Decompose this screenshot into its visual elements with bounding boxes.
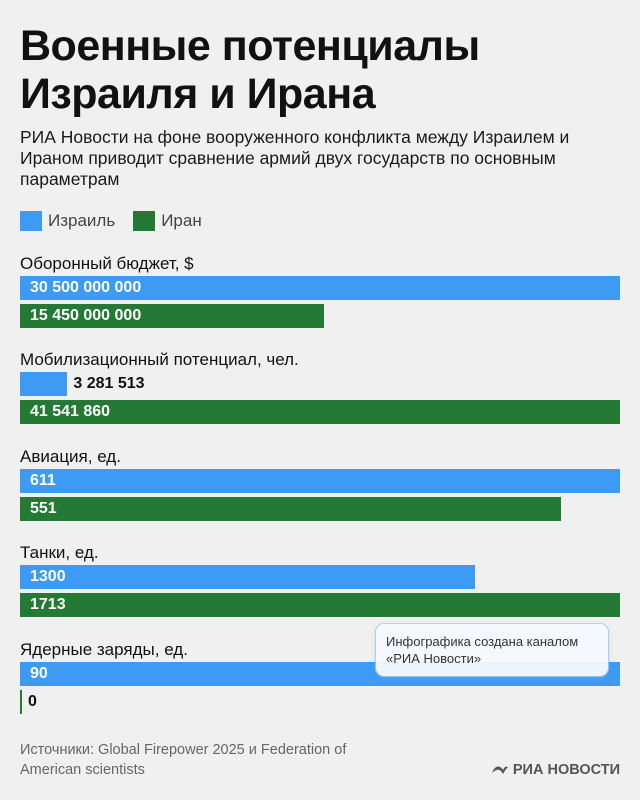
bar-value-label: 3 281 513: [73, 375, 145, 392]
bar-iran: [20, 593, 620, 617]
channel-tooltip[interactable]: Инфографика создана каналом «РИА Новости…: [376, 624, 608, 676]
legend-swatch-israel: [20, 211, 42, 231]
ria-novosti-logo: РИА НОВОСТИ: [491, 760, 620, 780]
legend-swatch-iran: [133, 211, 156, 231]
bar-value-label: 1300: [30, 568, 66, 585]
bar-value-label: 41 541 860: [30, 403, 111, 420]
ria-logo-icon: [491, 766, 508, 774]
brand-name: РИА НОВОСТИ: [512, 762, 620, 778]
bar-israel: [20, 276, 620, 300]
legend: Израиль Иран: [20, 210, 220, 232]
bar-iran: [20, 690, 22, 714]
group-label: Мобилизационный потенциал, чел.: [20, 350, 299, 369]
group-label: Оборонный бюджет, $: [20, 254, 194, 273]
bar-value-label: 30 500 000 000: [30, 279, 142, 296]
legend-item-israel: Израиль: [20, 211, 115, 231]
source-note: Источники: Global Firepower 2025 и Feder…: [20, 742, 347, 778]
bar-israel: [20, 565, 476, 589]
legend-item-iran: Иран: [133, 211, 202, 231]
legend-label-iran: Иран: [161, 211, 202, 230]
page-title: Военные потенциалы Израиля и Ирана: [20, 22, 480, 118]
group-label: Танки, ед.: [20, 543, 99, 562]
bar-iran: [20, 497, 562, 521]
bar-iran: [20, 304, 324, 328]
bar-value-label: 611: [30, 472, 56, 489]
bar-iran: [20, 400, 620, 424]
bar-value-label: 1713: [30, 596, 66, 613]
bar-value-label: 0: [28, 693, 37, 710]
bar-value-label: 15 450 000 000: [30, 307, 142, 324]
subtitle: РИА Новости на фоне вооруженного конфлик…: [20, 127, 570, 189]
group-label: Ядерные заряды, ед.: [20, 640, 188, 659]
bar-value-label: 90: [30, 665, 48, 682]
bar-value-label: 551: [30, 500, 57, 517]
bar-israel: [20, 372, 68, 396]
bar-israel: [20, 469, 620, 493]
group-label: Авиация, ед.: [20, 447, 121, 466]
legend-label-israel: Израиль: [48, 211, 116, 230]
